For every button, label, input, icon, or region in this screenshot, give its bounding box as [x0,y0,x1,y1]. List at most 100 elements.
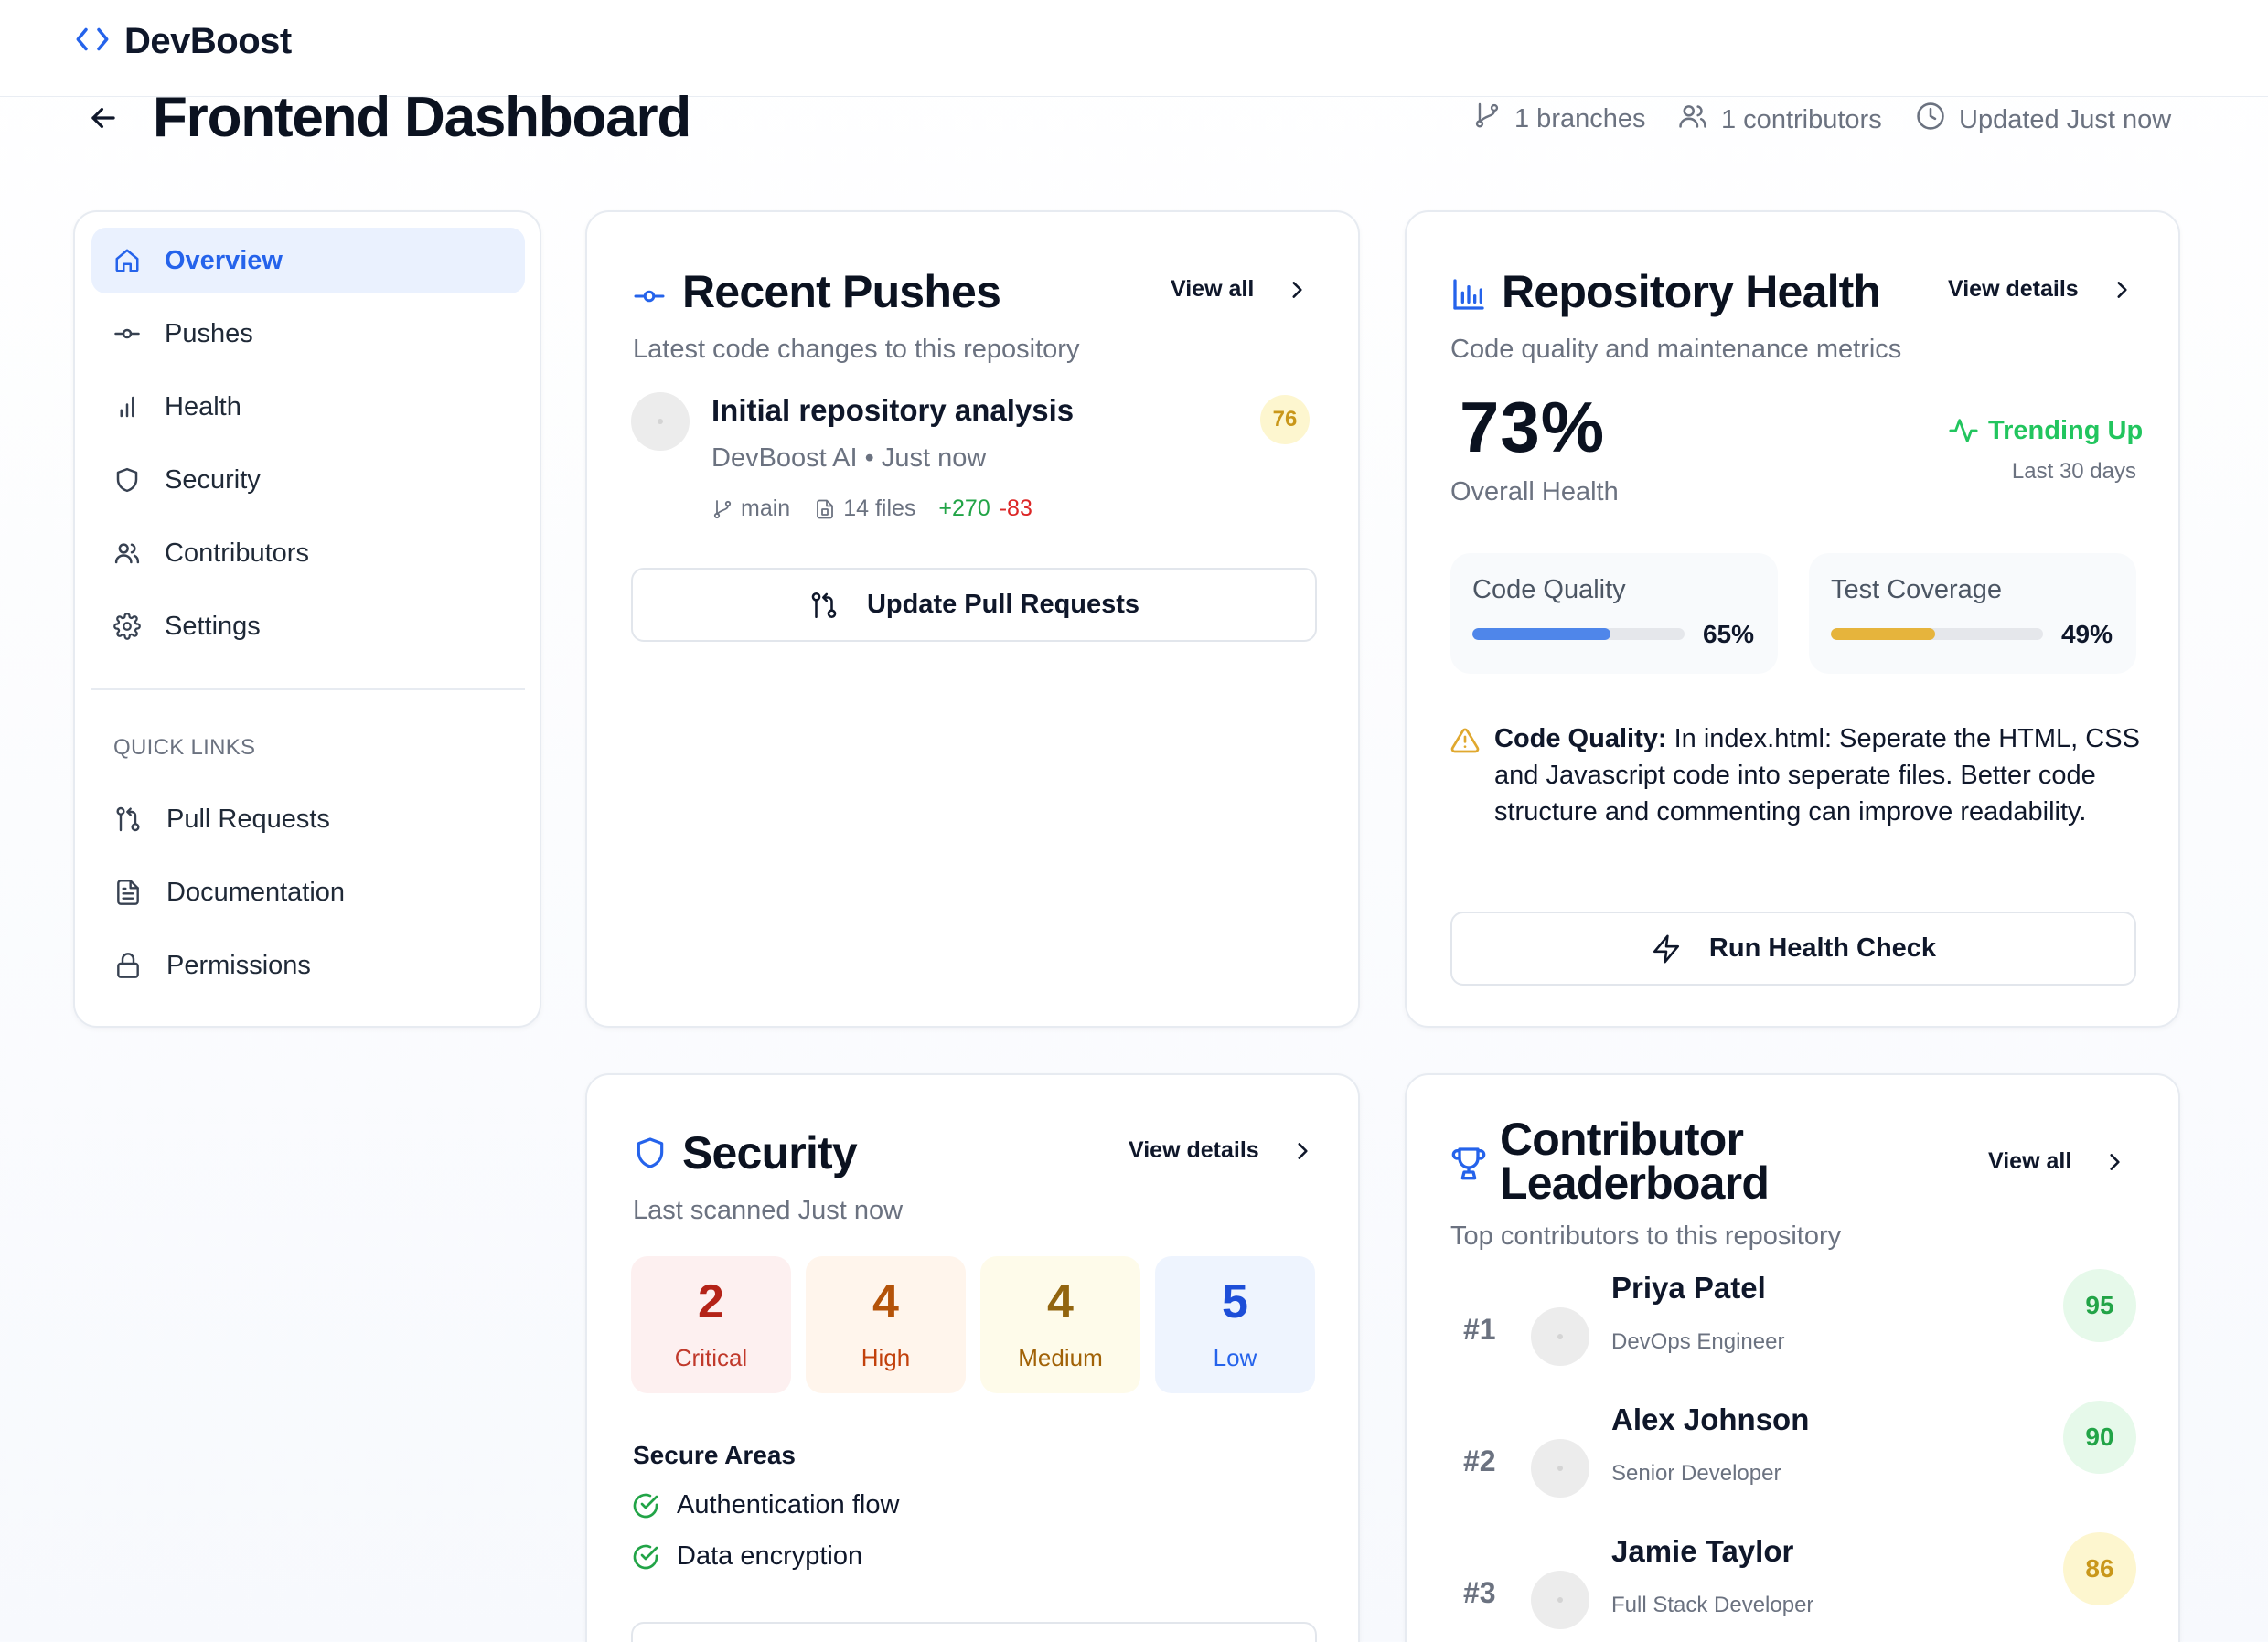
lightning-icon [1653,934,1679,963]
code-icon [73,20,112,63]
quick-link-permissions[interactable]: Permissions [113,938,311,993]
severity-high[interactable]: 4 High [806,1256,966,1393]
avatar [1531,1307,1589,1366]
avatar [1531,1571,1589,1629]
push-message[interactable]: Initial repository analysis [711,393,1075,427]
secure-area-item: Authentication flow [631,1490,899,1520]
lock-icon [117,953,139,978]
leaderboard-subtitle: Top contributors to this repository [1450,1221,1842,1251]
sidebar-item-settings[interactable]: Settings [91,593,525,659]
sidebar-item-contributors[interactable]: Contributors [91,520,525,586]
branch-icon [1472,101,1502,137]
sidebar: Overview Pushes Health Security Contribu… [73,210,541,1028]
recent-pushes-subtitle: Latest code changes to this repository [633,335,1080,364]
rank: #1 [1463,1313,1496,1346]
secure-areas-heading: Secure Areas [633,1441,796,1469]
recent-pushes-title: Recent Pushes [682,266,1001,317]
metric-label: Test Coverage [1831,575,2002,604]
run-health-check-button[interactable]: Run Health Check [1450,912,2136,986]
bar-chart-icon [120,396,134,418]
sidebar-divider [91,688,525,690]
view-all-contributors-button[interactable]: View all [1988,1148,2126,1175]
back-arrow-icon[interactable] [86,101,121,135]
quick-link-label: Permissions [166,950,311,980]
sidebar-item-label: Overview [165,245,283,275]
update-pull-requests-button[interactable]: Update Pull Requests [631,568,1317,642]
view-all-pushes-button[interactable]: View all [1171,276,1309,303]
secure-area-label: Data encryption [677,1541,863,1571]
sidebar-item-pushes[interactable]: Pushes [91,301,525,367]
push-additions: +270 [938,496,990,521]
update-pull-requests-label: Update Pull Requests [866,590,1140,619]
shield-icon [633,1136,668,1175]
repository-health-title: Repository Health [1502,266,1881,317]
security-subtitle: Last scanned Just now [633,1196,904,1225]
severity-count: 4 [872,1274,899,1328]
severity-medium[interactable]: 4 Medium [980,1256,1140,1393]
users-icon [1677,101,1708,139]
security-action-button[interactable] [631,1622,1317,1642]
severity-label: High [861,1343,911,1371]
commit-icon [633,280,666,317]
push-deletions: -83 [999,496,1032,521]
sidebar-item-overview[interactable]: Overview [91,228,525,293]
updated-label: Updated Just now [1959,104,2172,134]
quick-link-documentation[interactable]: Documentation [113,865,345,920]
leaderboard-title-line1: Contributor [1500,1114,1744,1165]
metric-value: 49% [2060,620,2113,648]
shield-icon [116,467,138,493]
view-details-label: View details [1129,1137,1259,1163]
severity-count: 4 [1047,1274,1074,1328]
sidebar-item-health[interactable]: Health [91,374,525,440]
brand[interactable]: DevBoost [73,20,292,63]
sidebar-item-label: Contributors [165,538,309,568]
quick-link-label: Pull Requests [166,804,330,834]
branches-count: 1 branches [1472,101,1646,137]
page-title: Frontend Dashboard [153,86,691,149]
contributor-score: 90 [2063,1401,2136,1474]
document-icon [117,880,139,905]
severity-count: 5 [1222,1274,1248,1328]
repository-health-subtitle: Code quality and maintenance metrics [1450,335,1902,364]
leaderboard-card: Contributor Leaderboard View all Top con… [1405,1073,2180,1642]
bar-chart-icon [1450,276,1487,317]
app-name: DevBoost [124,21,292,61]
pull-request-icon [116,806,140,832]
users-icon [114,543,140,564]
overall-health-value: 73% [1460,387,1606,467]
trophy-icon [1450,1145,1487,1186]
rank: #3 [1463,1576,1496,1609]
updated-time: Updated Just now [1915,101,2171,139]
code-quality-progress-bar [1472,628,1685,640]
severity-low[interactable]: 5 Low [1155,1256,1315,1393]
severity-label: Medium [1018,1343,1103,1371]
trend-period: Last 30 days [2011,459,2136,484]
progress-fill [1472,628,1610,640]
secure-area-item: Data encryption [631,1541,862,1572]
view-details-label: View details [1948,276,2079,302]
view-all-label: View all [1988,1148,2072,1174]
leaderboard-row[interactable]: #1 Priya Patel DevOps Engineer 95 [1407,1269,2182,1397]
metric-value: 65% [1702,620,1754,648]
sidebar-item-security[interactable]: Security [91,447,525,513]
view-health-details-button[interactable]: View details [1948,276,2134,303]
secure-area-label: Authentication flow [677,1490,900,1519]
severity-critical[interactable]: 2 Critical [631,1256,791,1393]
recent-pushes-card: Recent Pushes View all Latest code chang… [585,210,1360,1028]
repository-health-card: Repository Health View details Code qual… [1405,210,2180,1028]
gear-icon [113,613,141,640]
push-branch: main [741,496,791,521]
contributors-label: 1 contributors [1721,104,1882,134]
leaderboard-row[interactable]: #3 Jamie Taylor Full Stack Developer 86 [1407,1532,2182,1642]
chevron-right-icon [1298,1142,1308,1159]
leaderboard-row[interactable]: #2 Alex Johnson Senior Developer 90 [1407,1401,2182,1529]
quick-link-pull-requests[interactable]: Pull Requests [113,792,330,847]
severity-label: Low [1213,1343,1257,1371]
test-coverage-progress-bar [1831,628,2043,640]
contributor-name: Priya Patel [1611,1271,1766,1305]
contributor-role: Senior Developer [1611,1461,1781,1486]
push-author-time: DevBoost AI • Just now [711,443,987,473]
rank: #2 [1463,1445,1496,1477]
contributor-name: Alex Johnson [1611,1402,1810,1436]
view-security-details-button[interactable]: View details [1129,1137,1314,1164]
